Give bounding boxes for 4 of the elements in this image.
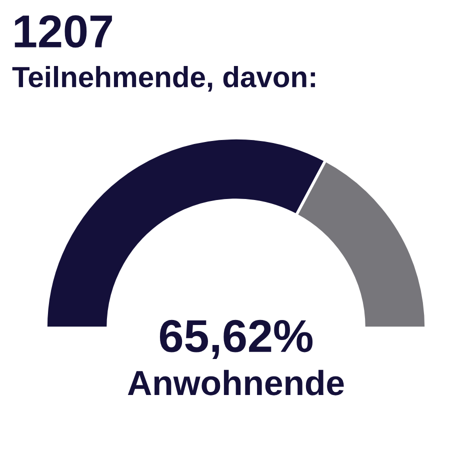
chart-subtitle: Teilnehmende, davon: <box>12 66 315 92</box>
text: Anwohnende <box>128 370 344 396</box>
text: 65,62% <box>160 320 313 359</box>
chart-title: 1207 <box>14 15 112 48</box>
